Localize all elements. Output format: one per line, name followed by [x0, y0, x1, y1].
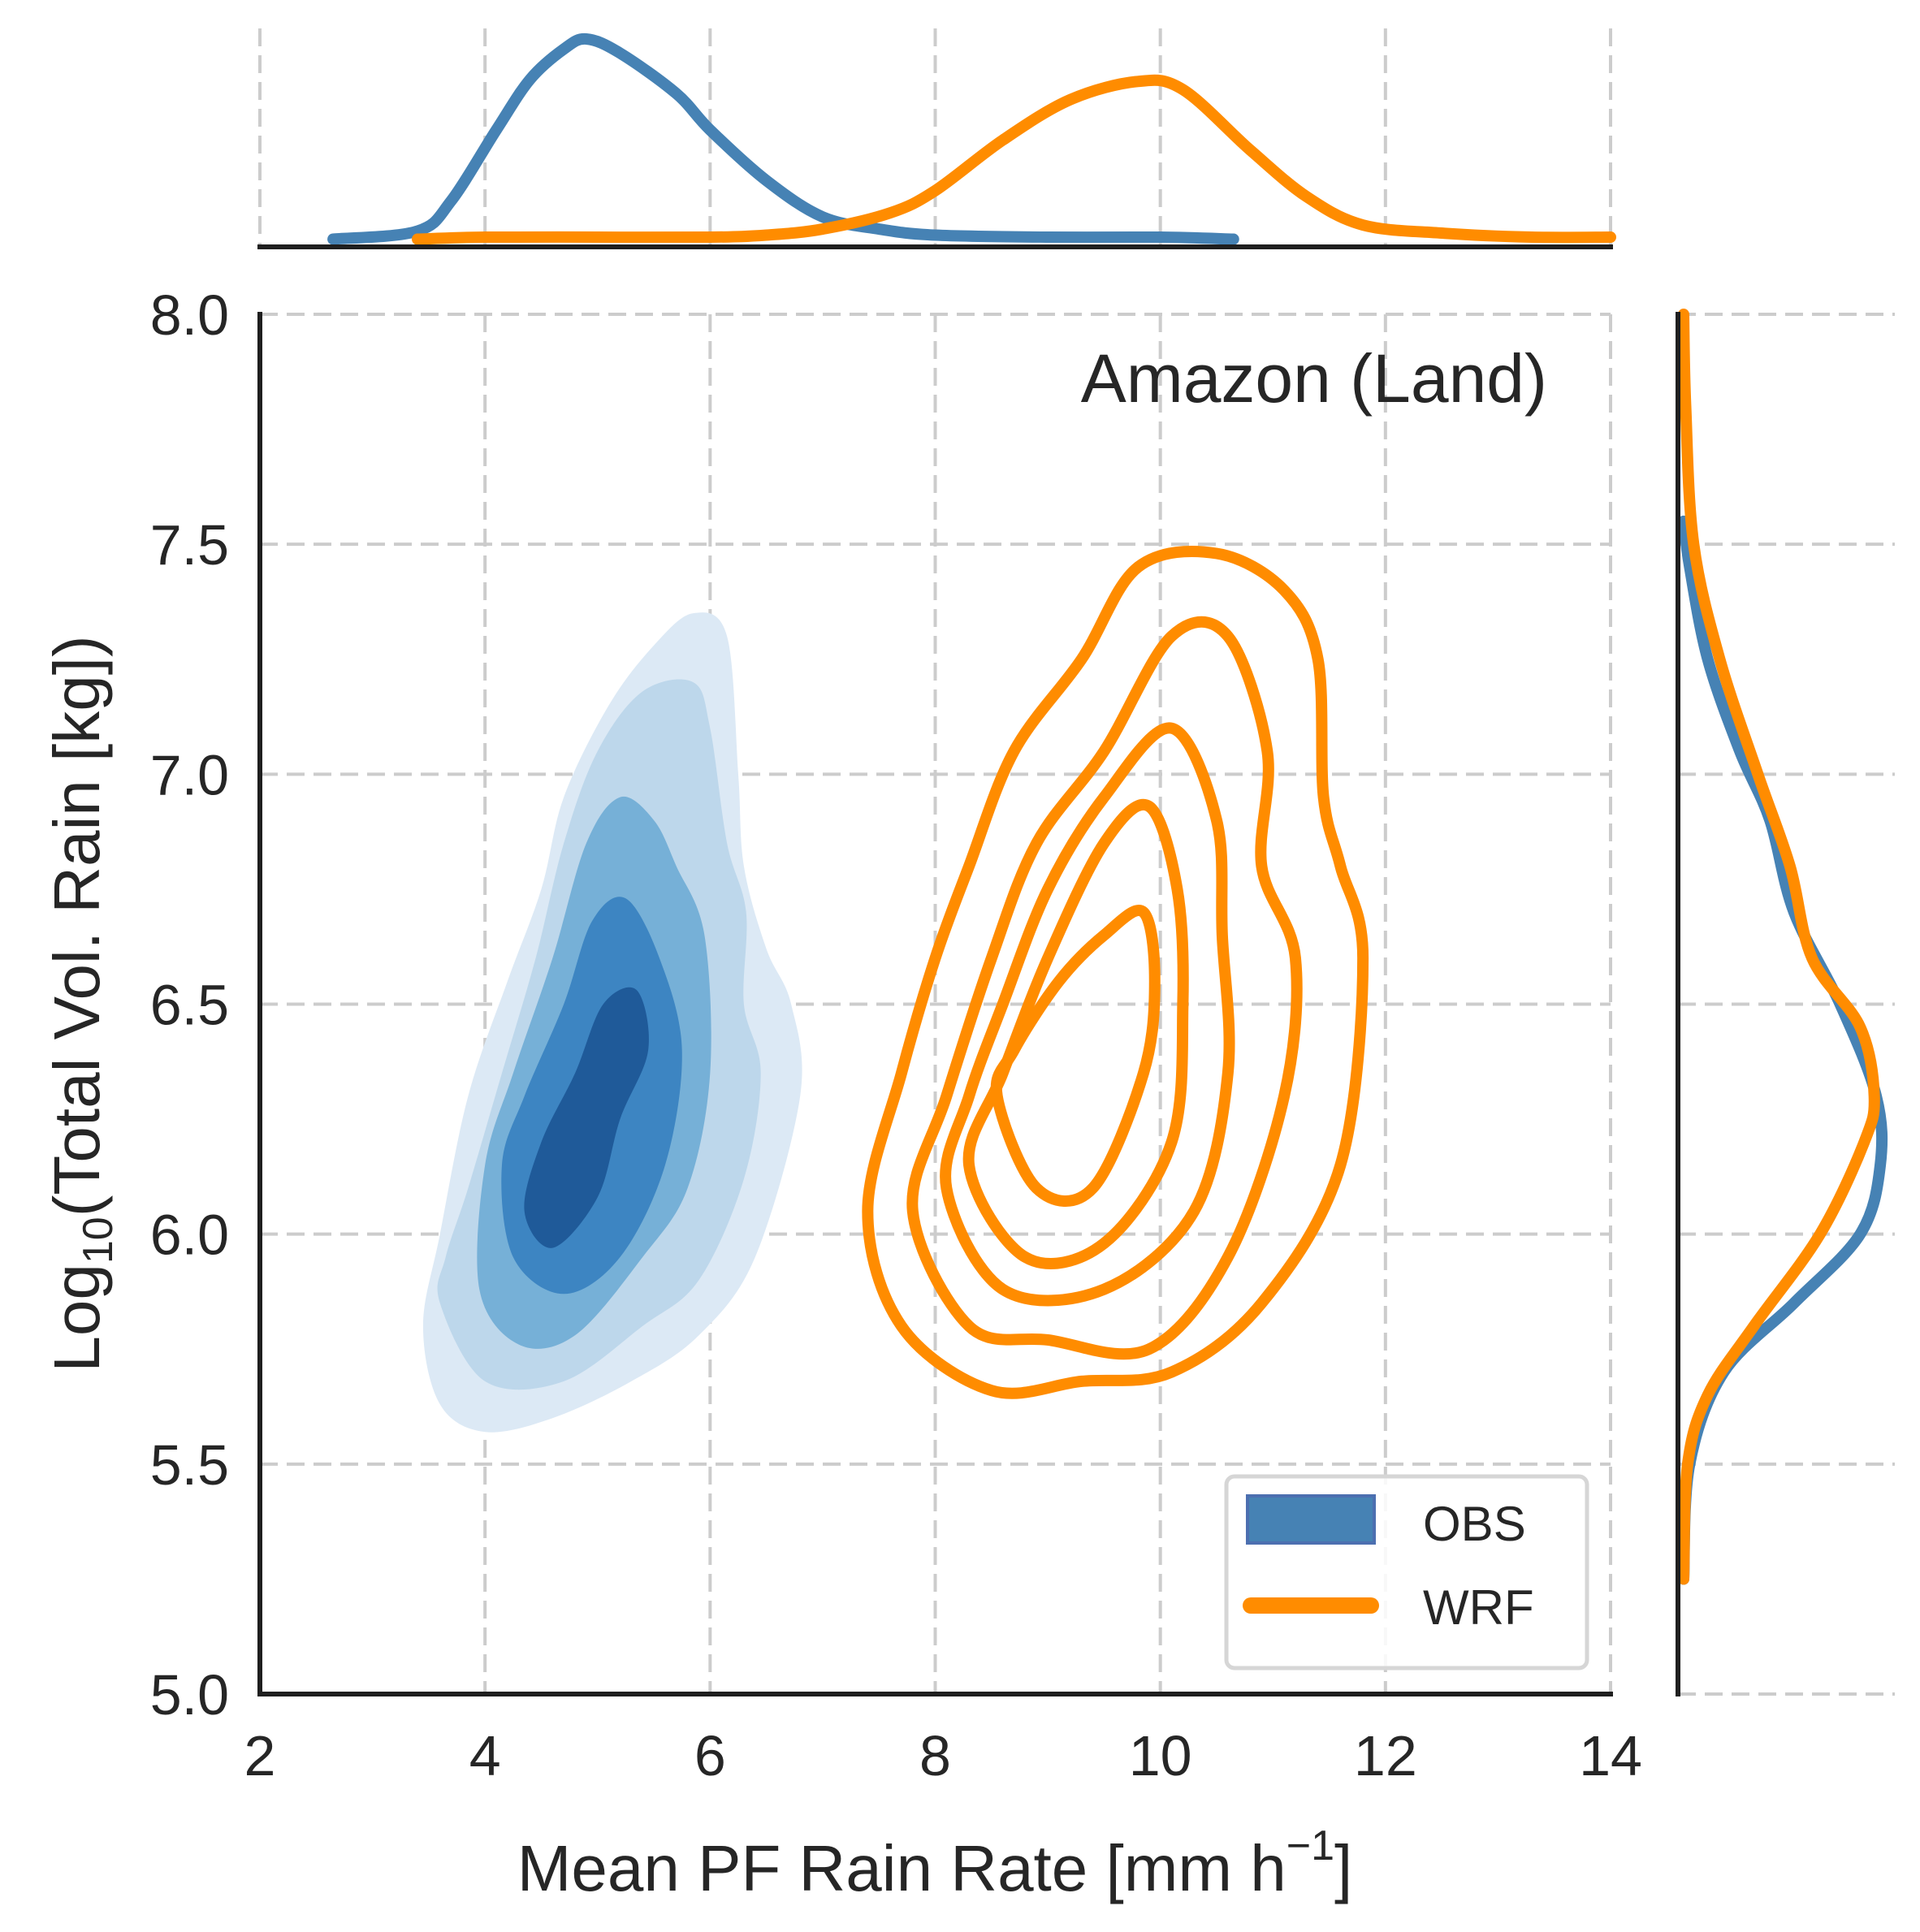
right-marginal-kde-wrf — [1678, 309, 1880, 1585]
legend-obs-swatch — [1246, 1494, 1376, 1545]
y-axis-label: Log10(Total Vol. Rain [kg]) — [41, 635, 122, 1372]
y-tick-label: 7.5 — [150, 513, 229, 577]
x-axis-label: Mean PF Rain Rate [mm h−1] — [517, 1822, 1353, 1904]
y-tick-labels: 5.0 5.5 6.0 6.5 7.0 7.5 8.0 — [150, 283, 229, 1727]
x-tick-label: 6 — [694, 1724, 726, 1787]
wrf-line-contours — [862, 546, 1369, 1399]
x-tick-label: 10 — [1129, 1724, 1192, 1787]
wrf-contour-level-4 — [962, 799, 1189, 1269]
x-axis-label-end: ] — [1334, 1832, 1352, 1904]
right-marginal-kde-obs — [1678, 515, 1888, 1585]
obs-contour-level-5 — [524, 987, 649, 1248]
y-tick-label: 5.0 — [150, 1663, 229, 1727]
main-grid — [258, 313, 1612, 1696]
x-tick-label: 8 — [919, 1724, 951, 1787]
y-tick-label: 8.0 — [150, 283, 229, 347]
x-axis-label-superscript: −1 — [1286, 1822, 1334, 1869]
top-marginal-kde-wrf — [412, 74, 1616, 245]
y-axis-label-pre: Log — [41, 1264, 113, 1372]
y-tick-label: 5.5 — [150, 1433, 229, 1497]
y-tick-label: 7.0 — [150, 743, 229, 806]
y-axis-label-subscript: 10 — [75, 1217, 122, 1264]
wrf-contour-level-3 — [940, 722, 1235, 1307]
right-marginal-kde — [1678, 309, 1888, 1585]
legend-wrf-label: WRF — [1423, 1580, 1534, 1635]
legend-obs-label: OBS — [1423, 1497, 1526, 1551]
wrf-contour-level-1 — [862, 546, 1369, 1399]
top-marginal-kde — [327, 32, 1616, 245]
wrf-contour-level-5 — [990, 905, 1161, 1207]
region-annotation: Amazon (Land) — [1081, 340, 1547, 417]
wrf-contour-level-2 — [906, 616, 1303, 1360]
y-tick-label: 6.0 — [150, 1204, 229, 1267]
top-marginal-kde-obs — [327, 32, 1239, 245]
x-tick-label: 14 — [1579, 1724, 1642, 1787]
top-marginal-grid — [258, 28, 1612, 247]
x-tick-label: 2 — [244, 1724, 276, 1787]
x-tick-label: 12 — [1354, 1724, 1417, 1787]
right-marginal-grid — [1678, 313, 1895, 1696]
y-tick-label: 6.5 — [150, 974, 229, 1037]
x-tick-label: 4 — [469, 1724, 501, 1787]
x-axis-label-main: Mean PF Rain Rate [mm h — [517, 1832, 1286, 1904]
obs-filled-contours — [422, 612, 802, 1433]
x-tick-labels: 2 4 6 8 10 12 14 — [244, 1724, 1642, 1787]
legend: OBS WRF — [1224, 1474, 1589, 1671]
y-axis-label-post: (Total Vol. Rain [kg]) — [41, 635, 113, 1217]
